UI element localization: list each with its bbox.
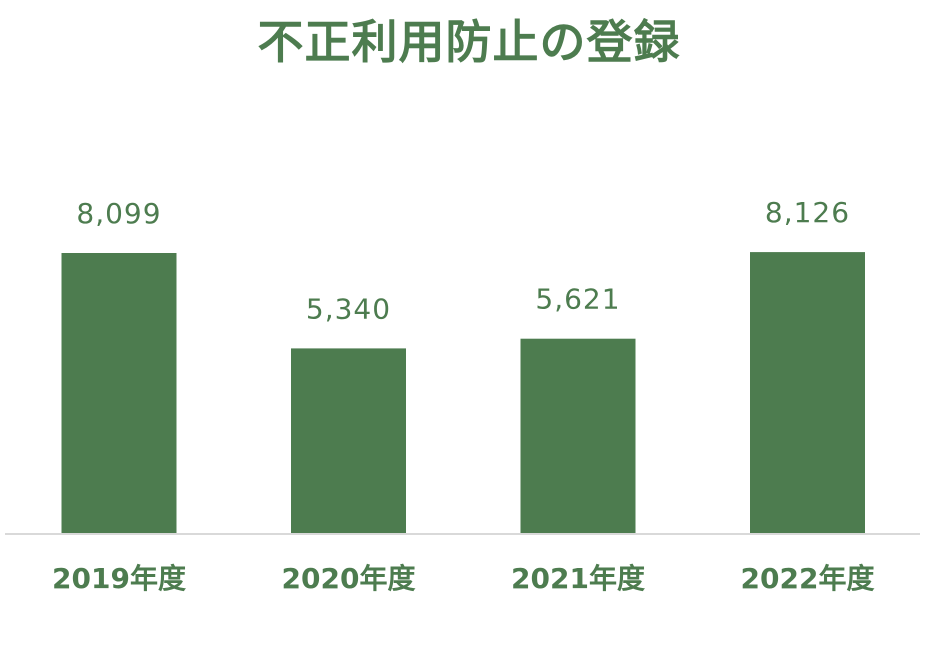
bars-group [61, 252, 865, 533]
chart-title: 不正利用防止の登録 [257, 15, 681, 69]
x-tick-label: 2022年度 [741, 562, 875, 595]
x-tick-label: 2021年度 [511, 562, 645, 595]
value-labels-group: 8,099 5,340 5,621 8,126 [76, 196, 850, 325]
x-tick-label: 2020年度 [282, 562, 416, 595]
data-label: 5,621 [535, 283, 620, 316]
bar-2020年度 [291, 348, 406, 533]
bar-2022年度 [750, 252, 865, 533]
bar-2019年度 [61, 253, 177, 533]
bar-2021年度 [520, 338, 636, 533]
data-label: 8,126 [765, 196, 850, 229]
data-label: 8,099 [76, 197, 161, 230]
x-tick-labels-group: 2019年度 2020年度 2021年度 2022年度 [52, 562, 874, 595]
data-label: 5,340 [306, 292, 391, 325]
x-tick-label: 2019年度 [52, 562, 186, 595]
